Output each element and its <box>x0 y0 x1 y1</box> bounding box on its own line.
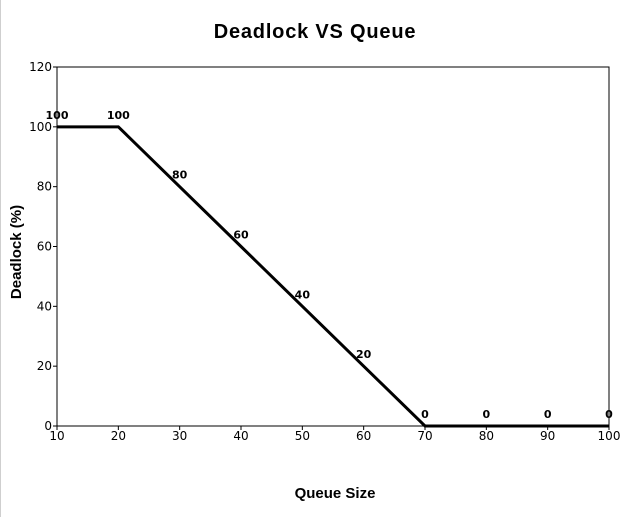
x-tick-label: 40 <box>233 429 248 443</box>
x-tick-label: 20 <box>111 429 126 443</box>
x-tick-label: 50 <box>295 429 310 443</box>
x-axis-label: Queue Size <box>295 485 376 502</box>
plot-area <box>56 66 610 427</box>
y-tick-label: 120 <box>29 60 52 74</box>
data-label: 0 <box>483 408 491 421</box>
y-tick-label: 40 <box>37 299 52 313</box>
y-tick-label: 100 <box>29 120 52 134</box>
data-label: 0 <box>544 408 552 421</box>
data-labels: 100 100 80 60 40 20 0 0 0 0 <box>46 109 614 421</box>
y-tick-label: 0 <box>44 419 52 433</box>
x-tick-label: 100 <box>598 429 621 443</box>
data-label: 40 <box>295 288 311 301</box>
x-tick-label: 80 <box>479 429 494 443</box>
y-axis-label: Deadlock (%) <box>8 205 25 299</box>
data-label: 0 <box>605 408 613 421</box>
x-axis: 10 20 30 40 50 60 70 80 90 100 <box>49 426 620 443</box>
data-label: 60 <box>233 229 249 242</box>
data-label: 100 <box>107 109 130 122</box>
x-tick-label: 60 <box>356 429 371 443</box>
series-layer <box>57 125 609 428</box>
x-tick-label: 10 <box>49 429 64 443</box>
y-tick-label: 80 <box>37 180 52 194</box>
x-tick-label: 90 <box>540 429 555 443</box>
x-tick-label: 70 <box>417 429 432 443</box>
chart-title: Deadlock VS Queue <box>214 21 417 43</box>
data-label: 20 <box>356 348 372 361</box>
x-tick-label: 30 <box>172 429 187 443</box>
y-axis: 0 20 40 60 80 100 120 <box>29 60 57 433</box>
data-label: 80 <box>172 169 188 182</box>
data-label: 0 <box>421 408 429 421</box>
y-tick-label: 60 <box>37 240 52 254</box>
data-label: 100 <box>46 109 69 122</box>
series-line <box>57 125 609 428</box>
y-tick-label: 20 <box>37 359 52 373</box>
